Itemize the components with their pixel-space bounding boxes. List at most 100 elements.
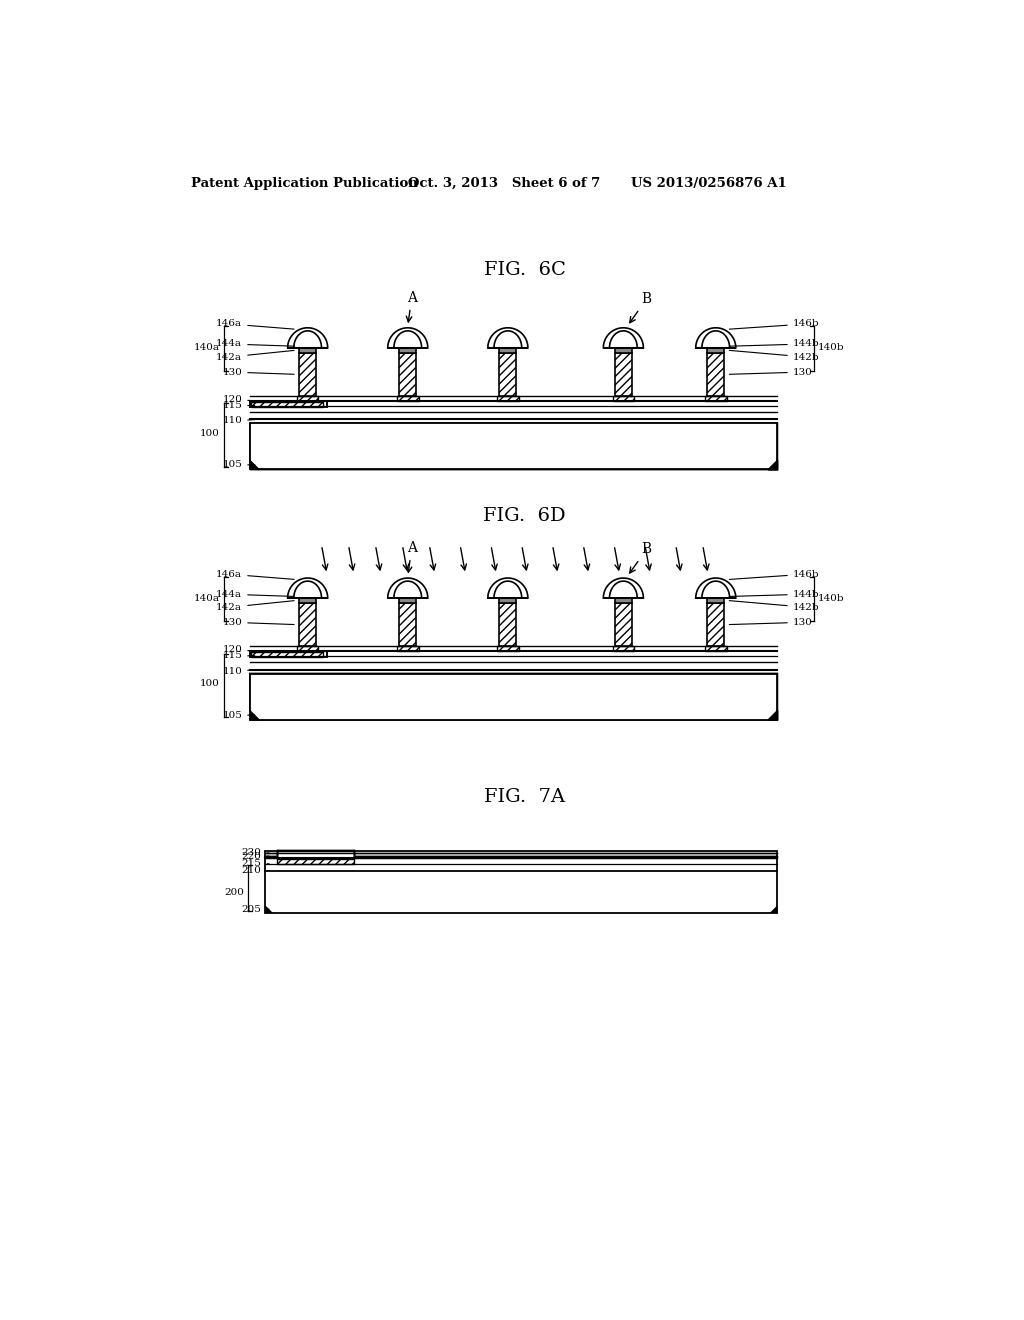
Polygon shape [399,598,416,603]
Polygon shape [294,581,322,598]
Polygon shape [299,348,316,354]
Text: 146a: 146a [216,570,294,579]
Text: 142b: 142b [729,601,819,611]
Polygon shape [265,906,273,913]
Text: 110: 110 [222,417,255,425]
Text: 130: 130 [729,618,813,627]
Text: 220: 220 [242,851,269,861]
Polygon shape [500,603,516,645]
Polygon shape [299,603,316,645]
Text: 144b: 144b [729,590,819,599]
Text: 100: 100 [200,429,220,438]
Text: 115: 115 [222,651,255,660]
Polygon shape [250,461,259,470]
Text: 115: 115 [222,401,255,411]
Text: 130: 130 [222,618,294,627]
Polygon shape [614,598,632,603]
Polygon shape [388,578,428,598]
Polygon shape [494,331,521,348]
Polygon shape [603,578,643,598]
Text: 130: 130 [222,367,294,376]
Polygon shape [252,652,323,657]
Polygon shape [500,354,516,396]
Polygon shape [701,331,730,348]
Polygon shape [768,710,777,719]
Polygon shape [768,461,777,470]
Text: 205: 205 [242,904,269,913]
Polygon shape [614,354,632,396]
Polygon shape [695,578,736,598]
Text: 140a: 140a [194,343,220,352]
Polygon shape [394,331,422,348]
Text: 120: 120 [222,645,255,655]
Polygon shape [708,603,724,645]
Text: 140b: 140b [817,343,844,352]
Polygon shape [494,581,521,598]
Text: FIG.  7A: FIG. 7A [484,788,565,807]
Polygon shape [388,327,428,348]
Text: 146b: 146b [729,570,819,579]
Text: FIG.  6C: FIG. 6C [484,261,565,279]
Polygon shape [299,354,316,396]
Polygon shape [497,396,518,401]
Text: 100: 100 [200,680,220,689]
Polygon shape [500,598,516,603]
Text: Patent Application Publication: Patent Application Publication [190,177,418,190]
Polygon shape [276,859,354,863]
Polygon shape [299,598,316,603]
Polygon shape [609,581,637,598]
Text: Oct. 3, 2013   Sheet 6 of 7: Oct. 3, 2013 Sheet 6 of 7 [408,177,600,190]
Text: 146a: 146a [216,319,294,329]
Polygon shape [250,710,259,719]
Text: B: B [630,292,651,322]
Polygon shape [265,851,777,913]
Text: 230: 230 [242,849,269,858]
Polygon shape [288,578,328,598]
Polygon shape [614,603,632,645]
Polygon shape [250,401,327,407]
Text: 140b: 140b [817,594,844,602]
Polygon shape [770,906,777,913]
Text: 120: 120 [222,395,255,404]
Text: 144a: 144a [216,339,294,348]
Polygon shape [250,673,777,719]
Polygon shape [500,348,516,354]
Polygon shape [487,327,528,348]
Polygon shape [397,396,419,401]
Polygon shape [708,598,724,603]
Polygon shape [399,354,416,396]
Text: FIG.  6D: FIG. 6D [483,507,566,525]
Text: 105: 105 [222,710,255,719]
Polygon shape [705,396,727,401]
Polygon shape [297,645,318,651]
Polygon shape [497,645,518,651]
Text: B: B [630,543,651,573]
Text: 210: 210 [242,866,269,875]
Text: 146b: 146b [729,319,819,329]
Polygon shape [265,850,777,858]
Polygon shape [614,348,632,354]
Polygon shape [708,348,724,354]
Text: 144b: 144b [729,339,819,348]
Text: 140a: 140a [194,594,220,602]
Polygon shape [250,424,777,470]
Polygon shape [603,327,643,348]
Polygon shape [487,578,528,598]
Polygon shape [252,401,323,407]
Text: A: A [407,290,417,322]
Text: 200: 200 [224,888,245,896]
Text: 142b: 142b [729,350,819,362]
Text: 142a: 142a [216,350,294,362]
Text: 215: 215 [242,859,269,869]
Polygon shape [612,396,634,401]
Polygon shape [294,331,322,348]
Polygon shape [250,651,327,657]
Polygon shape [701,581,730,598]
Polygon shape [708,354,724,396]
Polygon shape [399,348,416,354]
Text: US 2013/0256876 A1: US 2013/0256876 A1 [631,177,786,190]
Text: 142a: 142a [216,601,294,611]
Polygon shape [297,396,318,401]
Polygon shape [612,645,634,651]
Text: 105: 105 [222,461,255,470]
